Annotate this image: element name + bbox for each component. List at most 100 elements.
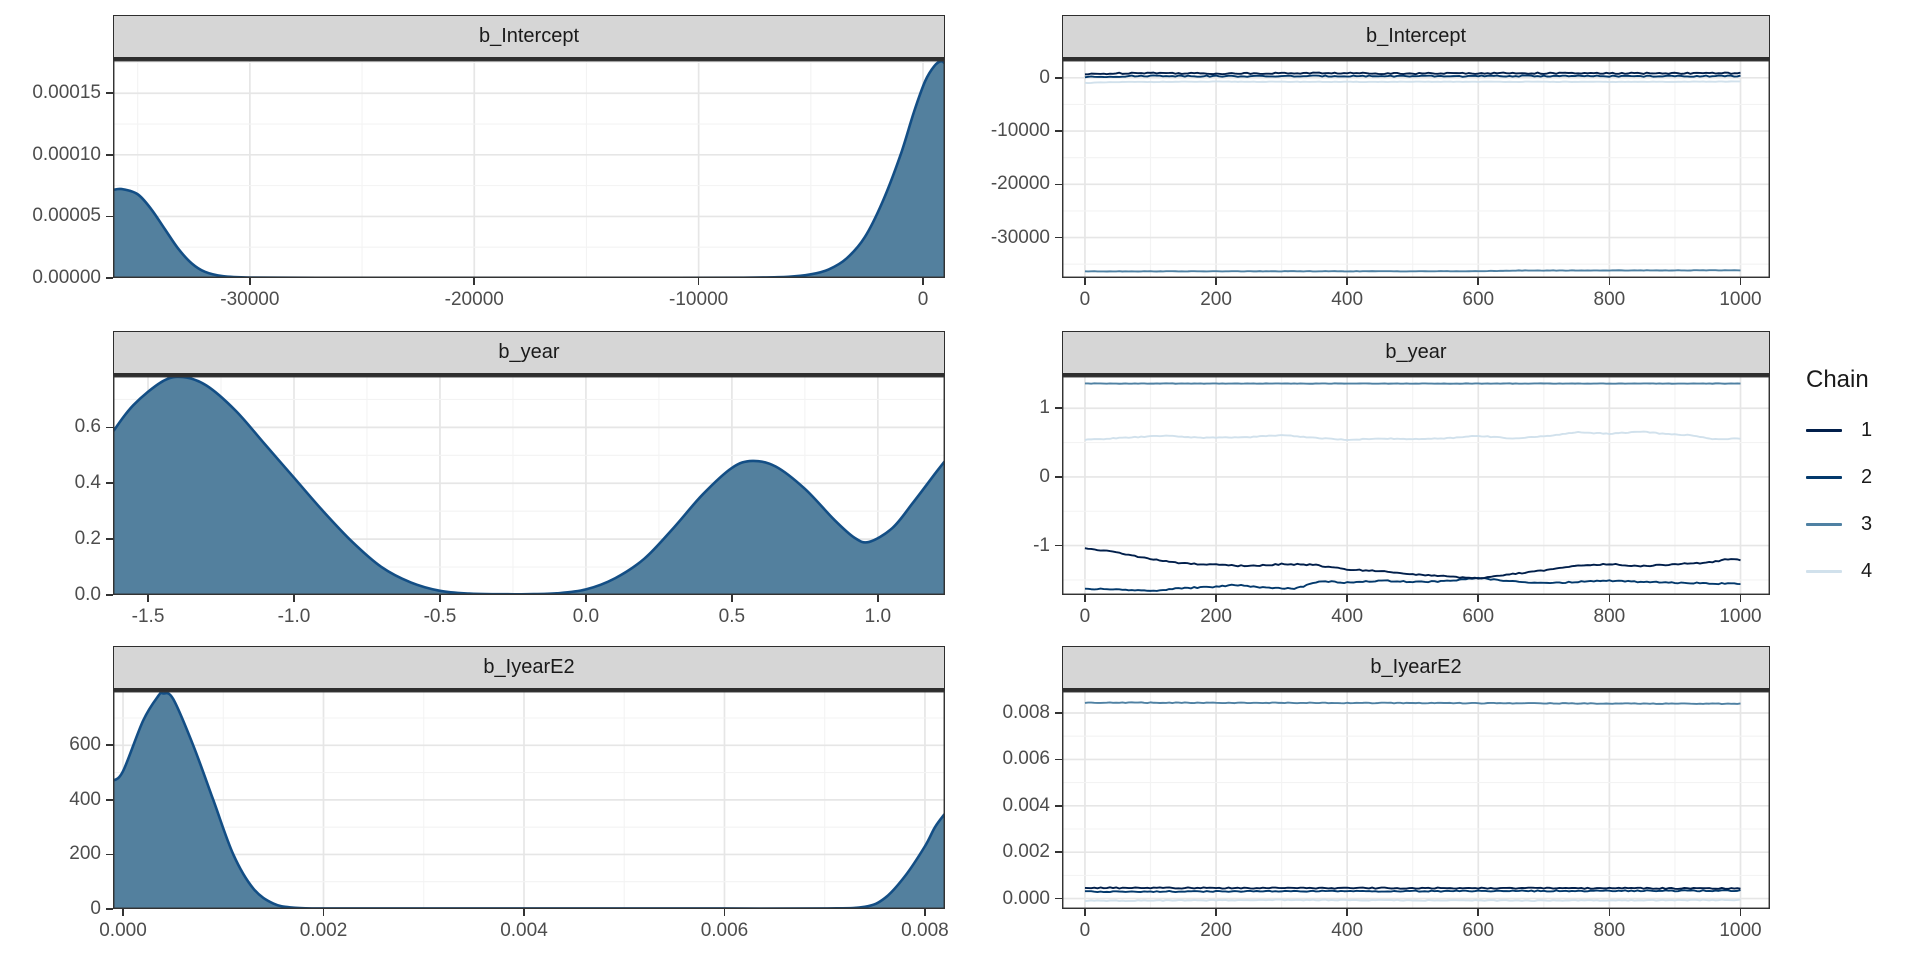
x-tick-label: 0 — [917, 289, 929, 310]
trace-line-chain-4 — [1084, 430, 1741, 441]
x-axis-tick — [1608, 595, 1611, 602]
trace-line-chain-4 — [1084, 80, 1741, 85]
x-axis-tick — [1346, 595, 1348, 602]
y-axis-tick — [1055, 758, 1062, 761]
x-tick-label: 600 — [1462, 920, 1495, 941]
x-tick-label: 400 — [1331, 920, 1364, 941]
x-axis-tick — [147, 595, 149, 602]
y-tick-label: 0.00015 — [32, 82, 101, 104]
x-tick-label: 0.006 — [700, 920, 749, 941]
y-tick-label: -30000 — [990, 226, 1050, 248]
y-tick-label: 0.2 — [74, 528, 101, 550]
legend-items: 1 2 3 4 — [1806, 419, 1916, 582]
x-tick-label: -20000 — [444, 289, 504, 310]
x-axis-tick — [1608, 909, 1611, 916]
y-tick-label: 0 — [90, 898, 101, 919]
x-axis-tick — [1084, 278, 1086, 285]
y-tick-label: -20000 — [990, 173, 1050, 195]
x-axis-tick — [249, 278, 251, 285]
x-axis-tick — [1739, 909, 1742, 916]
y-tick-label: 0.006 — [1002, 748, 1050, 770]
y-tick-label: 400 — [69, 788, 101, 810]
x-axis-tick — [1346, 278, 1348, 285]
trace-line-chain-1 — [1084, 71, 1741, 76]
legend-item-chain-1: 1 — [1806, 419, 1916, 441]
facet-strip-b_IyearE2: b_IyearE2 — [1062, 646, 1770, 691]
facet-strip-title: b_Intercept — [478, 25, 580, 47]
x-axis-tick — [924, 909, 926, 916]
x-axis-tick — [322, 909, 325, 916]
y-tick-label: 200 — [69, 843, 101, 865]
y-axis-tick — [1055, 236, 1062, 239]
facet-strip-title: b_Intercept — [1365, 25, 1467, 47]
x-tick-label: 400 — [1331, 289, 1364, 310]
y-axis-tick — [1055, 476, 1062, 478]
legend-title: Chain — [1806, 366, 1869, 393]
x-tick-label: 0.004 — [500, 920, 548, 941]
x-tick-label: 600 — [1462, 606, 1495, 627]
x-axis-tick — [1739, 595, 1742, 602]
x-tick-label: 0.0 — [572, 606, 600, 627]
x-axis-tick — [697, 278, 700, 285]
trace-line-chain-3 — [1084, 269, 1741, 273]
x-tick-label: 0.008 — [901, 920, 949, 941]
x-axis-tick — [1477, 595, 1480, 602]
x-axis-tick — [122, 909, 124, 916]
legend-item-chain-2: 2 — [1806, 466, 1916, 488]
y-axis-tick — [106, 594, 113, 596]
density-plot-b_IyearE2 — [113, 691, 945, 909]
x-tick-label: 200 — [1200, 606, 1232, 627]
y-tick-label: 0.002 — [1002, 841, 1050, 863]
density-plot-b_Intercept — [113, 60, 945, 278]
y-axis-tick — [1055, 544, 1062, 547]
x-tick-label: 1000 — [1719, 289, 1762, 310]
trace-line-chain-2 — [1084, 576, 1741, 592]
facet-strip-b_Intercept: b_Intercept — [1062, 15, 1770, 60]
x-axis-tick — [1215, 595, 1217, 602]
x-tick-label: 200 — [1200, 920, 1232, 941]
x-axis-tick — [293, 595, 295, 602]
x-tick-label: 0 — [1079, 606, 1091, 627]
trace-plot-b_year — [1062, 376, 1770, 595]
facet-strip-b_year: b_year — [1062, 331, 1770, 376]
x-tick-label: 800 — [1593, 289, 1626, 310]
legend-item-chain-3: 3 — [1806, 513, 1916, 535]
x-tick-label: -10000 — [669, 289, 729, 310]
x-tick-label: -1.0 — [277, 606, 311, 627]
y-tick-label: 0.008 — [1002, 702, 1050, 724]
x-tick-label: 400 — [1331, 606, 1364, 627]
x-tick-label: -1.5 — [131, 606, 165, 627]
y-tick-label: -1 — [1033, 534, 1050, 556]
y-axis-tick — [106, 426, 113, 429]
trace-line-chain-2 — [1084, 889, 1741, 894]
y-axis-tick — [1055, 851, 1062, 853]
x-tick-label: 800 — [1593, 606, 1626, 627]
y-tick-label: 600 — [69, 734, 101, 756]
density-plot-b_year — [113, 376, 945, 595]
x-axis-tick — [1477, 909, 1480, 916]
trace-line-chain-1 — [1084, 547, 1741, 580]
y-axis-tick — [106, 538, 113, 540]
x-axis-tick — [922, 278, 924, 285]
legend-key-line — [1806, 569, 1842, 573]
x-axis-tick — [1084, 909, 1086, 916]
x-axis-tick — [1739, 278, 1742, 285]
y-axis-tick — [106, 853, 113, 856]
y-axis-tick — [1055, 77, 1062, 79]
y-axis-tick — [106, 154, 113, 156]
x-tick-label: 800 — [1593, 920, 1626, 941]
y-axis-tick — [106, 215, 113, 218]
trace-line-chain-1 — [1084, 886, 1741, 890]
x-axis-tick — [585, 595, 587, 602]
facet-strip-title: b_IyearE2 — [483, 656, 575, 678]
x-tick-label: 0.002 — [299, 920, 348, 941]
facet-strip-title: b_year — [1385, 341, 1447, 363]
x-tick-label: 1000 — [1719, 920, 1762, 941]
y-tick-label: 0.00010 — [32, 143, 101, 165]
y-tick-label: 0 — [1039, 465, 1050, 487]
y-tick-label: 0.00005 — [32, 205, 101, 227]
facet-strip-b_year: b_year — [113, 331, 945, 376]
y-axis-tick — [1055, 183, 1062, 186]
x-tick-label: 0 — [1079, 289, 1091, 310]
